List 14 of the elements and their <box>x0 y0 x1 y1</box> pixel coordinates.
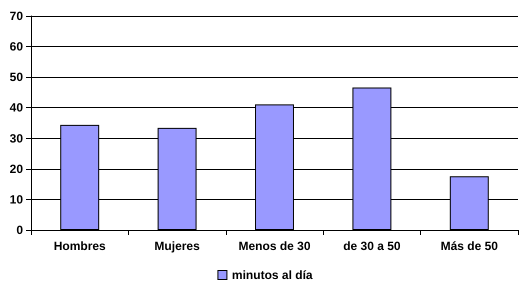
y-tick-label: 20 <box>10 162 24 176</box>
y-tick-label: 60 <box>10 40 24 54</box>
x-tick-label: Hombres <box>54 239 106 253</box>
x-tick-label: Mujeres <box>154 239 200 253</box>
y-tick-label: 50 <box>10 70 24 84</box>
y-tick-label: 30 <box>10 131 24 146</box>
x-tick-label: Menos de 30 <box>238 239 311 253</box>
x-tick-label: Más de 50 <box>440 239 498 253</box>
y-tick-label: 10 <box>10 192 24 206</box>
y-tick-label: 0 <box>16 223 24 237</box>
x-tick-label: de 30 a 50 <box>343 239 401 253</box>
y-tick-label: 40 <box>10 100 24 115</box>
legend-label: minutos al día <box>232 268 313 282</box>
y-tick-label: 70 <box>10 9 24 23</box>
